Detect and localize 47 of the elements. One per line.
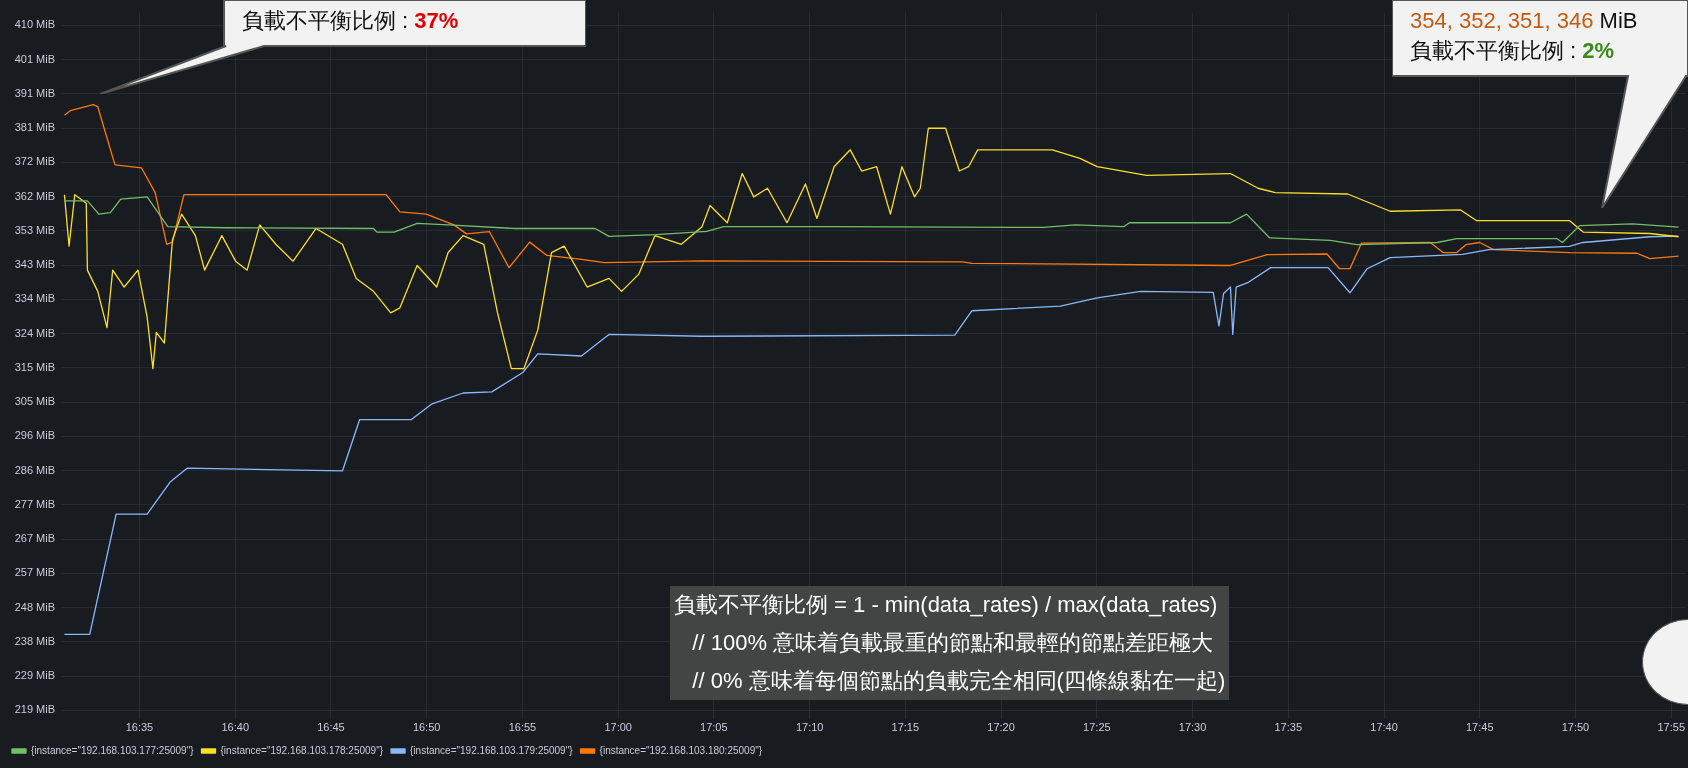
legend-label: {instance="192.168.103.178:25009"} [220,744,384,756]
y-tick-label: 324 MiB [14,326,55,339]
y-tick-label: 267 MiB [14,532,55,545]
y-tick-label: 353 MiB [14,223,55,236]
y-tick-label: 391 MiB [14,86,55,99]
y-tick-label: 238 MiB [14,634,55,647]
legend-label: {instance="192.168.103.180:25009"} [599,744,763,756]
y-tick-label: 296 MiB [14,429,55,442]
speech-bubble: 負載不平衡比例 : 37% [100,0,586,94]
y-tick-label: 305 MiB [14,395,55,408]
legend-label: {instance="192.168.103.179:25009"} [410,744,574,756]
x-tick-label: 17:05 [700,721,728,734]
x-tick-label: 17:30 [1178,721,1207,734]
x-tick-label: 17:40 [1370,721,1398,734]
x-tick-label: 17:55 [1657,721,1685,734]
y-tick-label: 372 MiB [14,155,55,168]
y-tick-label: 334 MiB [14,292,55,305]
y-tick-label: 229 MiB [14,669,55,682]
y-tick-label: 381 MiB [14,121,55,134]
annotation: 負載不平衡比例 = 1 - min(data_rates) / max(data_rates) // 100% 意味着負載最重的節點和最輕的節點差距極大 // 0% 意味着每個節點的負載完全相同(四條線黏在一起) [670,586,1230,700]
x-tick-label: 16:50 [412,721,441,734]
y-tick-label: 277 MiB [14,497,55,510]
legend-label: {instance="192.168.103.177:25009"} [31,744,195,756]
y-tick-label: 219 MiB [14,703,55,716]
y-tick-label: 410 MiB [14,18,55,31]
y-tick-label: 286 MiB [14,463,55,476]
y-tick-label: 401 MiB [14,52,55,65]
x-tick-label: 16:45 [317,721,345,734]
x-tick-label: 16:35 [125,721,154,734]
x-tick-label: 17:20 [987,721,1015,734]
x-tick-label: 17:25 [1083,721,1111,734]
y-tick-label: 315 MiB [14,360,55,373]
annotation: 354, 352, 351, 346 MiB 負載不平衡比例 : 2% [1410,7,1638,65]
y-tick-label: 257 MiB [14,566,55,579]
x-tick-label: 16:55 [508,721,537,734]
x-tick-label: 17:50 [1561,721,1590,734]
x-tick-label: 17:15 [891,721,920,734]
x-tick-label: 16:40 [221,721,250,734]
speech-bubble: 354, 352, 351, 346 MiB 負載不平衡比例 : 2% [1392,0,1688,208]
annotation: 負載不平衡比例 : 37% [242,7,459,35]
y-tick-label: 248 MiB [14,600,55,613]
y-tick-label: 362 MiB [14,189,55,202]
x-tick-label: 17:35 [1274,721,1302,734]
x-tick-label: 17:00 [604,721,632,734]
y-tick-label: 343 MiB [14,258,55,271]
x-tick-label: 17:10 [795,721,824,734]
x-tick-label: 17:45 [1465,721,1494,734]
